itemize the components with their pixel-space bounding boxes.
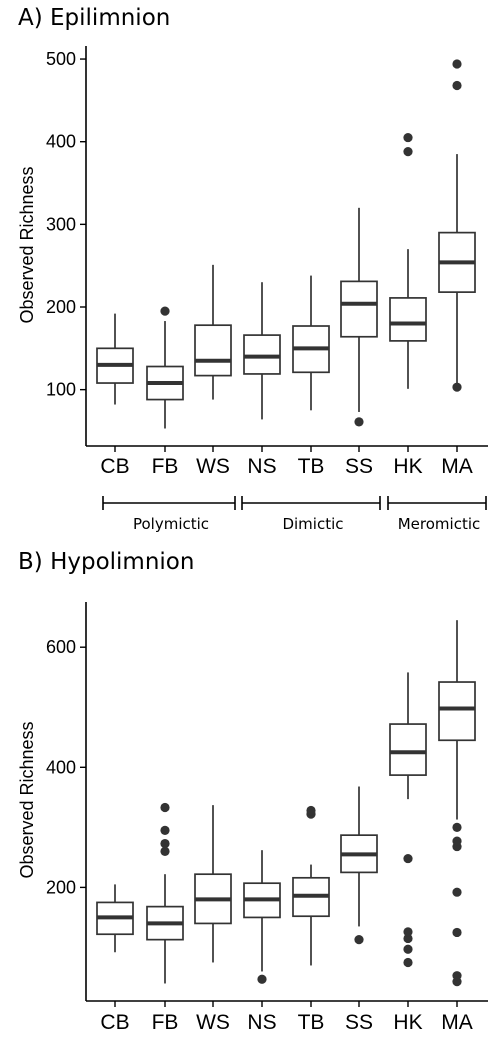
group-label: Meromictic bbox=[398, 515, 481, 533]
outlier-point bbox=[452, 887, 462, 897]
x-tick-label: MA bbox=[441, 455, 473, 478]
box-ma bbox=[438, 59, 476, 392]
outlier-point bbox=[354, 417, 364, 427]
outlier-point bbox=[354, 935, 364, 945]
outlier-point bbox=[452, 80, 462, 91]
x-tick-label: NS bbox=[247, 455, 276, 478]
y-tick-label: 400 bbox=[46, 757, 76, 777]
bracket-polymictic: Polymictic bbox=[102, 496, 236, 533]
y-tick-label: 200 bbox=[46, 297, 76, 317]
outlier-point bbox=[160, 825, 170, 835]
x-tick-label: CB bbox=[100, 1011, 129, 1034]
panel-epilimnion: A) Epilimnion Observed Richness 100 200 30… bbox=[17, 5, 488, 533]
box-hk bbox=[389, 132, 427, 389]
y-tick-label: 300 bbox=[46, 214, 76, 234]
outlier-point bbox=[160, 846, 170, 856]
x-tick-label: TB bbox=[298, 1011, 325, 1034]
panel-b-plot-area: 200 400 600 CB FB WS NS TB SS HK MA bbox=[46, 602, 488, 1034]
panel-a-title: A) Epilimnion bbox=[18, 5, 170, 31]
y-tick-label: 600 bbox=[46, 637, 76, 657]
outlier-point bbox=[403, 933, 413, 944]
box-tb bbox=[292, 805, 330, 966]
x-tick-label: SS bbox=[345, 1011, 373, 1034]
outlier-point bbox=[452, 836, 462, 846]
box-ss bbox=[340, 207, 378, 427]
x-tick-label: FB bbox=[152, 1011, 179, 1034]
box-fb bbox=[146, 306, 184, 429]
interquartile-box bbox=[438, 681, 476, 742]
bracket-dimictic: Dimictic bbox=[241, 496, 381, 533]
outlier-point bbox=[403, 957, 413, 968]
outlier-point bbox=[452, 927, 462, 938]
y-tick-label: 200 bbox=[46, 877, 76, 897]
y-tick-label: 500 bbox=[46, 49, 76, 69]
outlier-point bbox=[160, 306, 170, 316]
box-ws bbox=[194, 805, 232, 963]
outlier-point bbox=[306, 805, 316, 816]
x-tick-label: NS bbox=[247, 1011, 276, 1034]
interquartile-box bbox=[389, 297, 427, 342]
x-tick-label: WS bbox=[196, 1011, 230, 1034]
y-tick-label: 400 bbox=[46, 132, 76, 152]
panel-a-plot-area: 100 200 300 400 500 CB FB WS NS TB SS HK MA bbox=[46, 46, 488, 478]
interquartile-box bbox=[340, 280, 378, 338]
box-ns bbox=[243, 282, 281, 420]
outlier-point bbox=[160, 838, 170, 849]
x-tick-label: HK bbox=[393, 1011, 422, 1034]
y-tick-label: 100 bbox=[46, 380, 76, 400]
box-cb bbox=[96, 884, 134, 953]
outlier-point bbox=[160, 802, 170, 813]
panel-b-title: B) Hypolimnion bbox=[18, 549, 194, 575]
x-tick-label: CB bbox=[100, 455, 129, 478]
outlier-point bbox=[403, 147, 413, 157]
bracket-meromictic: Meromictic bbox=[387, 496, 487, 533]
outlier-point bbox=[403, 853, 413, 864]
box-tb bbox=[292, 275, 330, 411]
interquartile-box bbox=[243, 334, 281, 375]
interquartile-box bbox=[389, 723, 427, 776]
box-ws bbox=[194, 264, 232, 400]
x-tick-label: FB bbox=[152, 455, 179, 478]
box-ns bbox=[243, 850, 281, 984]
outlier-point bbox=[257, 974, 267, 984]
outlier-point bbox=[403, 944, 413, 954]
box-cb bbox=[96, 313, 134, 405]
panel-a-y-axis-label: Observed Richness bbox=[17, 166, 37, 323]
outlier-point bbox=[452, 59, 462, 69]
group-label: Dimictic bbox=[282, 515, 343, 533]
box-fb bbox=[146, 802, 184, 984]
x-tick-label: TB bbox=[298, 455, 325, 478]
x-tick-label: WS bbox=[196, 455, 230, 478]
x-tick-label: SS bbox=[345, 455, 373, 478]
panel-b-y-axis-label: Observed Richness bbox=[17, 721, 37, 878]
outlier-point bbox=[403, 132, 413, 143]
outlier-point bbox=[403, 927, 413, 937]
interquartile-box bbox=[194, 324, 232, 377]
box-ss bbox=[340, 786, 378, 945]
x-tick-label: MA bbox=[441, 1011, 473, 1034]
box-hk bbox=[389, 672, 427, 968]
outlier-point bbox=[452, 382, 462, 392]
outlier-point bbox=[452, 971, 462, 981]
group-label: Polymictic bbox=[133, 515, 209, 533]
mixing-regime-brackets: Polymictic Dimictic Meromictic bbox=[102, 496, 487, 533]
x-tick-label: HK bbox=[393, 455, 422, 478]
box-ma bbox=[438, 620, 476, 987]
outlier-point bbox=[452, 822, 462, 832]
panel-hypolimnion: B) Hypolimnion Observed Richness 200 400 6… bbox=[17, 549, 488, 1034]
